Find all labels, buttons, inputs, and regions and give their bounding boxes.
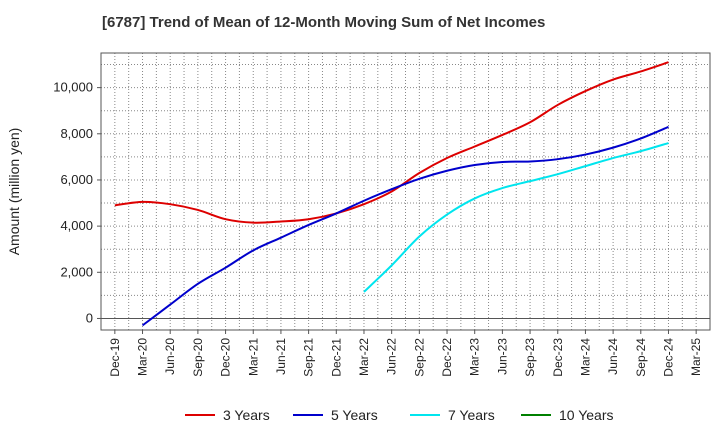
x-tick-label: Dec-20 xyxy=(219,338,233,377)
x-tick-label: Dec-22 xyxy=(440,338,454,377)
x-tick-label: Jun-20 xyxy=(163,338,177,375)
series-line-7-years xyxy=(363,142,669,293)
x-tick-label: Mar-22 xyxy=(357,338,371,376)
legend-label: 5 Years xyxy=(331,407,378,423)
x-tick-label: Sep-24 xyxy=(634,338,648,377)
x-tick-label: Mar-23 xyxy=(468,338,482,376)
x-tick-label: Dec-23 xyxy=(551,338,565,377)
legend-label: 3 Years xyxy=(223,407,270,423)
plot-border xyxy=(100,52,711,331)
x-tick-label: Mar-21 xyxy=(246,338,260,376)
x-tick-label: Mar-20 xyxy=(136,338,150,376)
legend-label: 10 Years xyxy=(559,407,614,423)
x-tick-label: Dec-21 xyxy=(329,338,343,377)
y-tick-label: 2,000 xyxy=(60,264,93,279)
y-axis-label: Amount (million yen) xyxy=(6,128,22,256)
x-tick-label: Sep-20 xyxy=(191,338,205,377)
x-tick-label: Jun-23 xyxy=(495,338,509,375)
x-tick-label: Mar-25 xyxy=(689,338,703,376)
chart-title: [6787] Trend of Mean of 12-Month Moving … xyxy=(102,14,546,31)
x-tick-label: Jun-24 xyxy=(606,338,620,375)
y-tick-label: 8,000 xyxy=(60,126,93,141)
y-tick-label: 6,000 xyxy=(60,172,93,187)
x-tick-label: Mar-24 xyxy=(578,338,592,376)
series-line-5-years xyxy=(141,125,669,327)
series-line-3-years xyxy=(114,61,669,224)
x-tick-label: Sep-21 xyxy=(302,338,316,377)
x-tick-label: Sep-23 xyxy=(523,338,537,377)
x-tick-label: Dec-24 xyxy=(661,338,675,377)
legend-label: 7 Years xyxy=(448,407,495,423)
y-tick-label: 4,000 xyxy=(60,218,93,233)
x-tick-label: Dec-19 xyxy=(108,338,122,377)
x-tick-label: Jun-21 xyxy=(274,338,288,375)
y-tick-label: 0 xyxy=(86,310,93,325)
x-tick-label: Jun-22 xyxy=(385,338,399,375)
y-tick-label: 10,000 xyxy=(53,80,93,95)
x-tick-label: Sep-22 xyxy=(412,338,426,377)
